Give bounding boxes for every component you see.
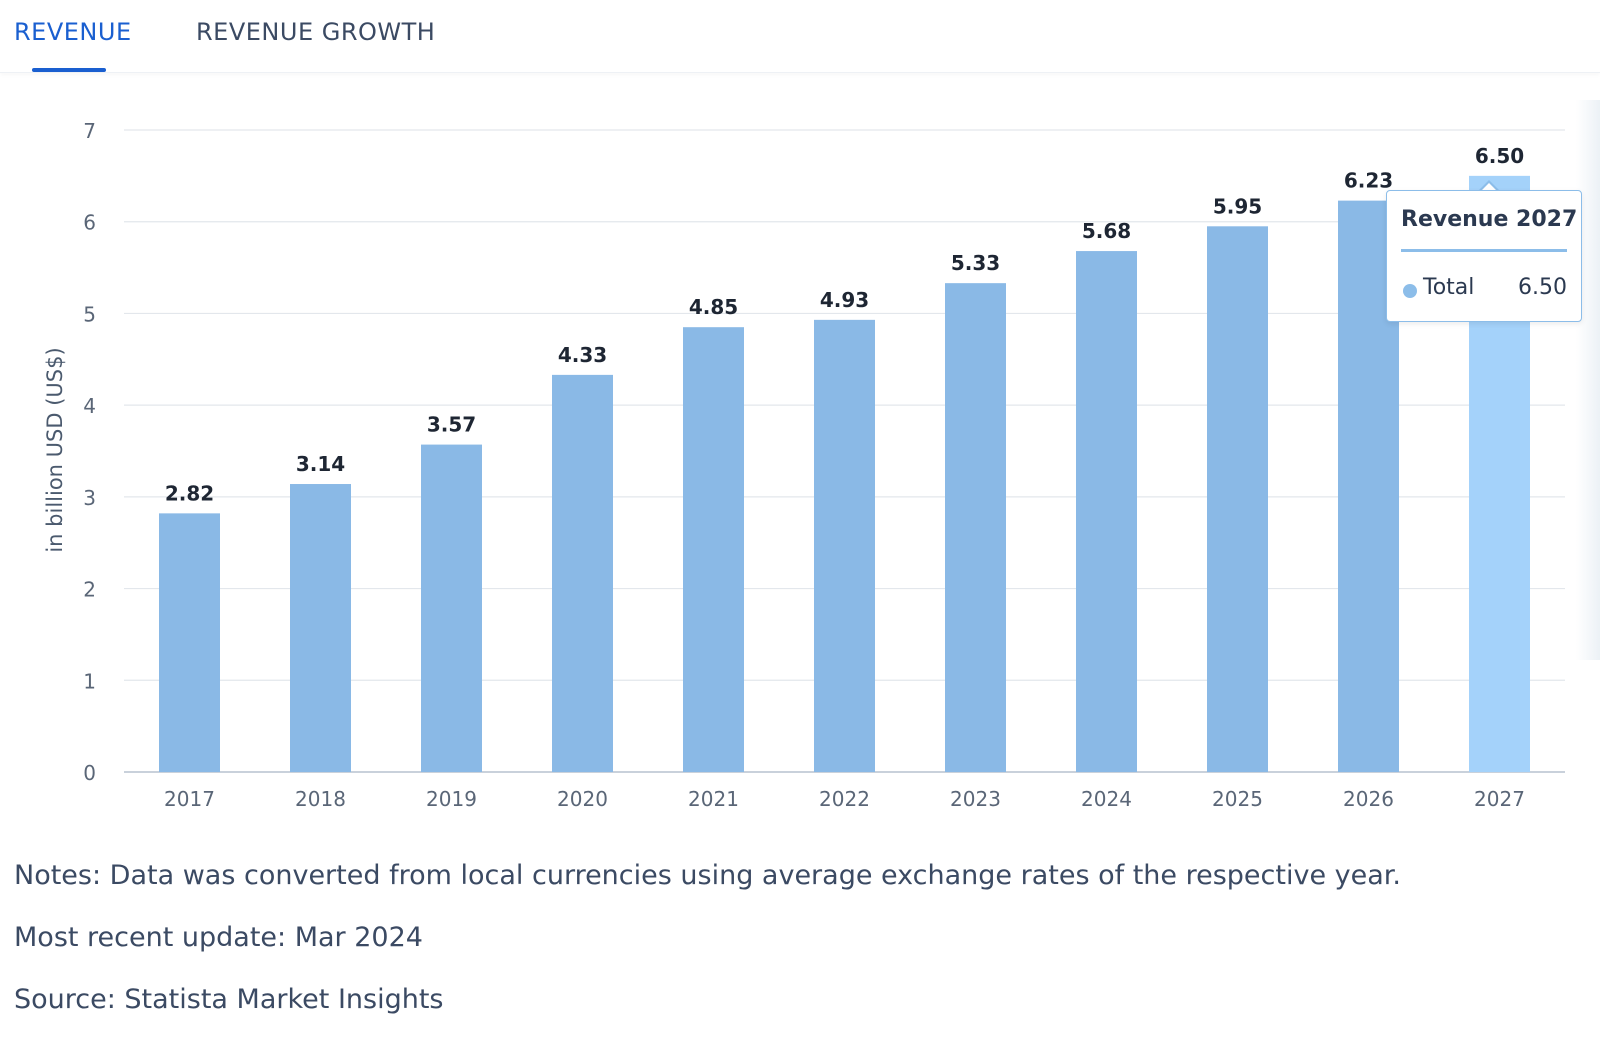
scroll-edge-shadow [1576,100,1600,660]
data-label-2027: 6.50 [1475,144,1524,168]
x-tick-label-2026: 2026 [1343,787,1394,811]
bar-2025[interactable] [1207,226,1268,773]
bar-2019[interactable] [421,444,482,772]
tooltip-series-label: Total [1423,275,1475,300]
update-text: Most recent update: Mar 2024 [14,922,423,953]
data-label-2019: 3.57 [427,413,476,437]
bar-2023[interactable] [945,283,1006,772]
x-tick-label-2018: 2018 [295,787,346,811]
bar-2018[interactable] [290,484,351,772]
y-tick-label: 5 [83,302,96,326]
x-tick-label-2025: 2025 [1212,787,1263,811]
data-label-2026: 6.23 [1344,169,1393,193]
data-label-2023: 5.33 [951,251,1000,275]
x-tick-label-2022: 2022 [819,787,870,811]
bar-2021[interactable] [683,327,744,772]
data-label-2020: 4.33 [558,343,607,367]
tab-revenue-growth[interactable]: REVENUE GROWTH [196,18,436,46]
tooltip-divider [1401,249,1567,252]
data-label-2024: 5.68 [1082,219,1131,243]
x-tick-label-2027: 2027 [1474,787,1525,811]
data-label-2021: 4.85 [689,295,738,319]
x-tick-label-2024: 2024 [1081,787,1132,811]
revenue-bar-chart: 0 1 2 3 4 5 6 7 2.82 2017 3.14 2018 3.57 2019 4.33 2020… [43,119,1565,811]
tooltip-value: 6.50 [1518,275,1567,300]
y-tick-label: 4 [83,394,96,418]
x-tick-label-2017: 2017 [164,787,215,811]
y-tick-label: 3 [83,486,96,510]
data-label-2025: 5.95 [1213,194,1262,218]
x-tick-label-2019: 2019 [426,787,477,811]
x-tick-label-2023: 2023 [950,787,1001,811]
y-tick-label: 6 [83,211,96,235]
x-tick-label-2021: 2021 [688,787,739,811]
y-axis-label: in billion USD (US$) [43,347,67,552]
y-tick-label: 7 [83,119,96,143]
bar-2024[interactable] [1076,251,1137,772]
data-label-2017: 2.82 [165,481,214,505]
source-text: Source: Statista Market Insights [14,984,444,1015]
y-tick-label: 2 [83,578,96,602]
data-label-2018: 3.14 [296,452,345,476]
tooltip-series-dot [1403,284,1417,298]
data-label-2022: 4.93 [820,288,869,312]
tab-bar: REVENUE REVENUE GROWTH [0,0,1600,73]
bar-2020[interactable] [552,374,613,772]
bar-2022[interactable] [814,319,875,772]
bar-2017[interactable] [159,513,220,772]
tab-revenue[interactable]: REVENUE [14,18,132,46]
tooltip-title: Revenue 2027 [1401,207,1578,232]
active-tab-indicator [32,68,106,72]
notes-text: Notes: Data was converted from local cur… [14,860,1401,891]
y-tick-label: 1 [83,669,96,693]
tooltip: Revenue 2027 Total 6.50 [1386,190,1582,322]
tooltip-arrow-inner [1480,183,1498,192]
y-tick-label: 0 [83,761,96,785]
x-tick-label-2020: 2020 [557,787,608,811]
